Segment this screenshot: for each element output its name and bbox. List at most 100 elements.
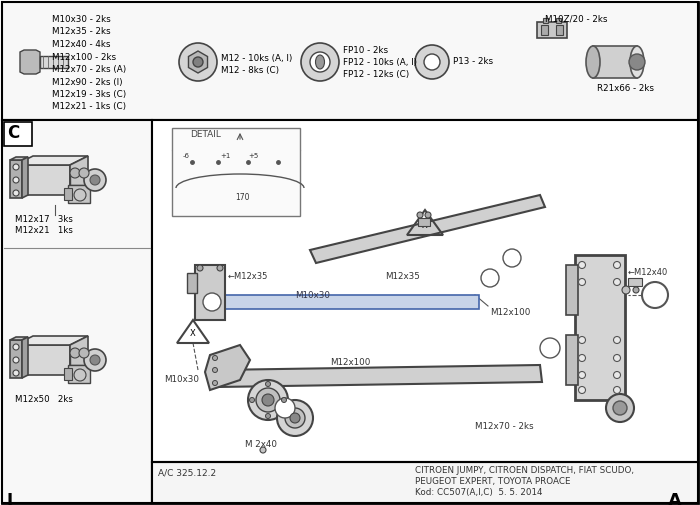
- Text: M12x100: M12x100: [330, 358, 370, 367]
- Bar: [566, 335, 578, 385]
- Text: M12x90 - 2ks (I): M12x90 - 2ks (I): [52, 77, 122, 86]
- Text: DETAIL: DETAIL: [190, 130, 221, 139]
- Bar: [418, 218, 430, 226]
- Circle shape: [13, 344, 19, 350]
- Bar: [224, 295, 479, 309]
- Circle shape: [642, 282, 668, 308]
- Bar: [566, 265, 578, 315]
- Ellipse shape: [586, 46, 600, 78]
- Bar: [541, 25, 548, 35]
- Bar: [2, 2, 698, 120]
- Polygon shape: [15, 345, 70, 375]
- Bar: [195, 265, 225, 320]
- Bar: [628, 278, 642, 286]
- Circle shape: [13, 370, 19, 376]
- Polygon shape: [310, 195, 545, 263]
- Circle shape: [213, 380, 218, 385]
- Circle shape: [578, 355, 585, 362]
- Bar: [152, 120, 698, 503]
- Circle shape: [613, 355, 620, 362]
- Circle shape: [629, 54, 645, 70]
- Circle shape: [285, 408, 305, 428]
- Polygon shape: [15, 336, 88, 345]
- Text: M10x30 - 2ks: M10x30 - 2ks: [52, 15, 111, 24]
- Circle shape: [281, 397, 286, 402]
- Text: M12x40 - 4ks: M12x40 - 4ks: [52, 40, 111, 49]
- Circle shape: [578, 336, 585, 343]
- Circle shape: [633, 287, 639, 293]
- Text: Kod: CC507(A,I,C)  5. 5. 2014: Kod: CC507(A,I,C) 5. 5. 2014: [415, 488, 542, 497]
- Polygon shape: [10, 160, 22, 198]
- Text: M12x70 - 2ks: M12x70 - 2ks: [475, 422, 533, 431]
- Text: M12x35 - 2ks: M12x35 - 2ks: [52, 27, 111, 36]
- Text: M10x30: M10x30: [164, 375, 199, 384]
- Text: bars: bars: [352, 311, 428, 339]
- Bar: [40, 56, 68, 68]
- Text: M12x19 - 3ks (C): M12x19 - 3ks (C): [52, 90, 126, 99]
- Bar: [593, 46, 637, 78]
- Circle shape: [84, 349, 106, 371]
- Circle shape: [417, 212, 423, 218]
- Text: Γ: Γ: [547, 343, 553, 353]
- Circle shape: [13, 357, 19, 363]
- Bar: [68, 185, 90, 203]
- Polygon shape: [70, 156, 88, 195]
- Circle shape: [262, 394, 274, 406]
- Bar: [575, 255, 625, 400]
- Circle shape: [90, 355, 100, 365]
- Circle shape: [256, 388, 280, 412]
- Circle shape: [203, 293, 221, 311]
- Circle shape: [213, 368, 218, 373]
- Text: C: C: [508, 253, 516, 263]
- Bar: [556, 25, 563, 35]
- Bar: [4, 122, 32, 146]
- Circle shape: [13, 177, 19, 183]
- Circle shape: [578, 278, 585, 285]
- Polygon shape: [10, 337, 28, 340]
- Bar: [172, 128, 300, 216]
- Text: A/C 325.12.2: A/C 325.12.2: [158, 468, 216, 477]
- Text: D: D: [281, 403, 289, 413]
- Circle shape: [540, 338, 560, 358]
- Polygon shape: [20, 50, 40, 74]
- Text: P13 - 2ks: P13 - 2ks: [453, 57, 493, 66]
- Text: -6: -6: [183, 153, 190, 159]
- Text: M12 - 10ks (A, I): M12 - 10ks (A, I): [221, 54, 293, 63]
- Circle shape: [301, 43, 339, 81]
- Text: M10Z/20 - 2ks: M10Z/20 - 2ks: [545, 14, 608, 23]
- Circle shape: [481, 269, 499, 287]
- Text: M12x100: M12x100: [490, 308, 531, 317]
- Circle shape: [613, 278, 620, 285]
- Bar: [64, 368, 72, 380]
- Circle shape: [425, 212, 431, 218]
- Polygon shape: [10, 340, 22, 378]
- Text: A: A: [650, 288, 660, 301]
- Text: I: I: [7, 492, 13, 505]
- Circle shape: [310, 52, 330, 72]
- Circle shape: [622, 286, 630, 294]
- Text: CITROEN JUMPY, CITROEN DISPATCH, FIAT SCUDO,: CITROEN JUMPY, CITROEN DISPATCH, FIAT SC…: [415, 466, 634, 475]
- Circle shape: [265, 381, 270, 386]
- Ellipse shape: [630, 46, 644, 78]
- Text: C: C: [7, 124, 20, 142]
- Bar: [70, 173, 88, 185]
- Text: E: E: [209, 297, 216, 307]
- Text: G: G: [205, 237, 325, 379]
- Text: M10x30: M10x30: [295, 291, 330, 300]
- Circle shape: [613, 386, 620, 393]
- Text: M12x35: M12x35: [385, 272, 420, 281]
- Circle shape: [13, 190, 19, 196]
- Text: M12x100 - 2ks: M12x100 - 2ks: [52, 53, 116, 62]
- Circle shape: [13, 164, 19, 170]
- Polygon shape: [22, 157, 28, 198]
- Polygon shape: [188, 51, 207, 73]
- Circle shape: [70, 168, 80, 178]
- Bar: [64, 188, 72, 200]
- Circle shape: [503, 249, 521, 267]
- Text: PEUGEOT EXPERT, TOYOTA PROACE: PEUGEOT EXPERT, TOYOTA PROACE: [415, 477, 570, 486]
- Text: X: X: [422, 222, 428, 230]
- Circle shape: [265, 414, 270, 419]
- Circle shape: [249, 397, 255, 402]
- Polygon shape: [22, 337, 28, 378]
- Circle shape: [578, 372, 585, 379]
